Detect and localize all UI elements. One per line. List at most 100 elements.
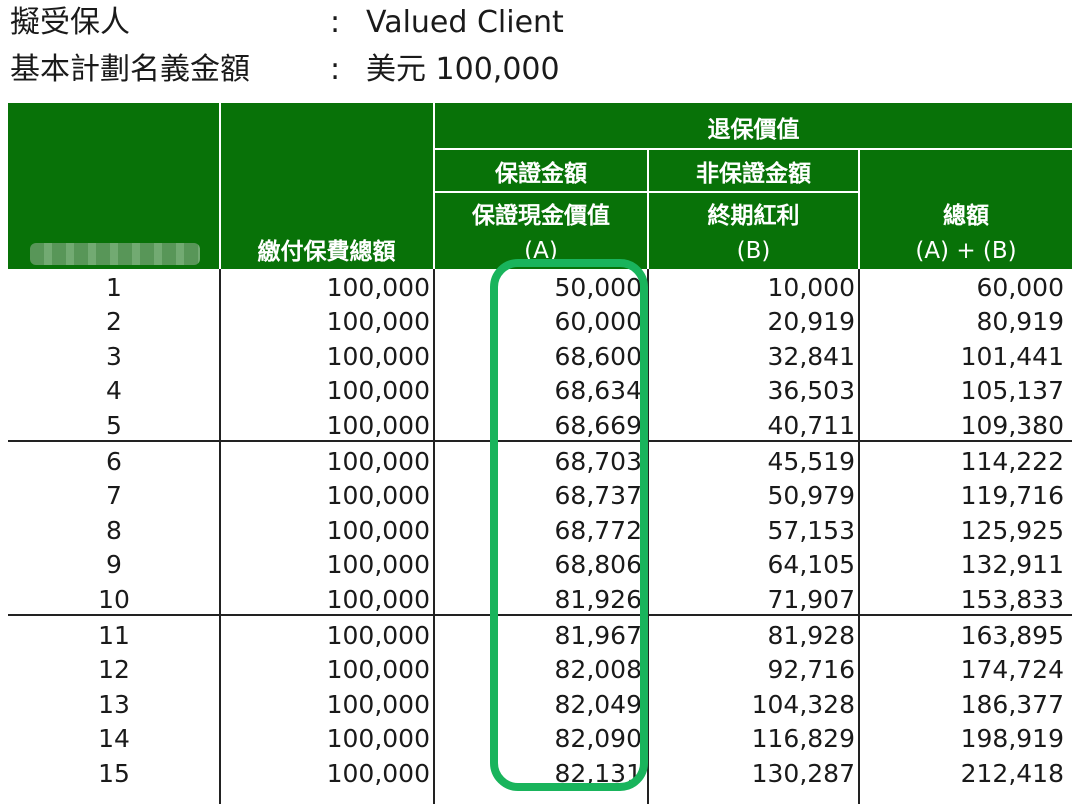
total-value-cell: 105,137: [960, 376, 1064, 406]
guaranteed-cash-value-cell: 68,772: [554, 515, 642, 545]
terminal-bonus-cell: 57,153: [767, 515, 855, 545]
table-header: [8, 103, 1072, 269]
guaranteed-cash-value-cell: 68,703: [554, 447, 642, 476]
insured-row: 擬受保人 : Valued Client: [10, 4, 564, 42]
total-premium-cell: 100,000: [326, 655, 430, 685]
total-premium-cell: 100,000: [326, 584, 430, 614]
terminal-bonus-cell: 40,711: [767, 410, 855, 440]
guaranteed-cash-value-cell: 82,008: [554, 655, 642, 685]
total-value-cell: 132,911: [960, 550, 1064, 580]
policy-year-cell: 15: [98, 758, 130, 788]
guaranteed-cash-value-cell: 68,634: [554, 376, 642, 406]
total-value-cell: 114,222: [960, 447, 1064, 476]
guaranteed-cash-value-cell: 68,600: [554, 341, 642, 371]
guaranteed-cash-value-cell: 60,000: [554, 307, 642, 337]
terminal-bonus-cell: 10,000: [767, 273, 855, 302]
guaranteed-cash-value-cell: 82,090: [554, 724, 642, 754]
total-premium-cell: 100,000: [326, 410, 430, 440]
policy-year-cell: 7: [106, 481, 122, 511]
total-value-cell: 163,895: [960, 621, 1064, 650]
total-value-cell: 125,925: [960, 515, 1064, 545]
insured-separator: :: [330, 5, 341, 40]
terminal-bonus-cell: 20,919: [767, 307, 855, 337]
terminal-bonus-cell: 71,907: [767, 584, 855, 614]
terminal-bonus-cell: 32,841: [767, 341, 855, 371]
col-total-title: 總額: [943, 203, 989, 229]
total-premium-cell: 100,000: [326, 273, 430, 302]
total-value-cell: 60,000: [976, 273, 1064, 302]
total-premium-cell: 100,000: [326, 481, 430, 511]
col-b-title: 終期紅利: [707, 203, 800, 229]
amount-separator: :: [330, 52, 341, 87]
policy-year-cell: 11: [98, 621, 130, 650]
total-premium-cell: 100,000: [326, 689, 430, 719]
guaranteed-cash-value-cell: 81,967: [554, 621, 642, 650]
table-row: 10 100,000 81,926 71,907 153,833: [8, 583, 1072, 617]
surrender-value-table: 繳付保費總額 退保價值 保證金額 非保證金額 保證現金價值 (A) 終期紅利 (…: [8, 103, 1072, 804]
non-guaranteed-amount-header: 非保證金額: [696, 161, 811, 187]
total-value-cell: 119,716: [960, 481, 1064, 511]
table-row: 5 100,000 68,669 40,711 109,380: [8, 409, 1072, 443]
total-value-cell: 186,377: [960, 689, 1064, 719]
total-premium-cell: 100,000: [326, 550, 430, 580]
terminal-bonus-cell: 50,979: [767, 481, 855, 511]
total-premium-cell: 100,000: [326, 515, 430, 545]
table-row: 4 100,000 68,634 36,503 105,137: [8, 374, 1072, 408]
total-value-cell: 212,418: [960, 758, 1064, 788]
guaranteed-cash-value-cell: 82,131: [554, 758, 642, 788]
total-value-cell: 109,380: [960, 410, 1064, 440]
insured-label: 擬受保人: [10, 5, 130, 40]
table-row: 7 100,000 68,737 50,979 119,716: [8, 479, 1072, 513]
total-premium-cell: 100,000: [326, 724, 430, 754]
policy-year-cell: 13: [98, 689, 130, 719]
table-row: 3 100,000 68,600 32,841 101,441: [8, 340, 1072, 374]
table-row: 15 100,000 82,131 130,287 212,418: [8, 757, 1072, 791]
guaranteed-cash-value-cell: 68,806: [554, 550, 642, 580]
guaranteed-cash-value-cell: 68,669: [554, 410, 642, 440]
table-row: 6 100,000 68,703 45,519 114,222: [8, 445, 1072, 479]
surrender-value-group-header: 退保價值: [707, 117, 800, 143]
policy-year-cell: 9: [106, 550, 122, 580]
col-a-title: 保證現金價值: [472, 203, 610, 229]
terminal-bonus-cell: 64,105: [767, 550, 855, 580]
total-premium-cell: 100,000: [326, 447, 430, 476]
col-premium-header: 繳付保費總額: [257, 239, 396, 265]
amount-value: 美元 100,000: [366, 52, 560, 87]
total-value-cell: 198,919: [960, 724, 1064, 754]
col-b-tag: (B): [736, 238, 771, 264]
policy-year-cell: 1: [106, 273, 122, 302]
terminal-bonus-cell: 130,287: [751, 758, 855, 788]
terminal-bonus-cell: 104,328: [751, 689, 855, 719]
total-premium-cell: 100,000: [326, 307, 430, 337]
total-premium-cell: 100,000: [326, 621, 430, 650]
policy-year-cell: 5: [106, 410, 122, 440]
policy-year-cell: 6: [106, 447, 122, 476]
total-value-cell: 80,919: [976, 307, 1064, 337]
amount-label: 基本計劃名義金額: [10, 52, 250, 87]
policy-year-cell: 14: [98, 724, 130, 754]
guaranteed-cash-value-cell: 82,049: [554, 689, 642, 719]
total-value-cell: 153,833: [960, 584, 1064, 614]
table-row: 14 100,000 82,090 116,829 198,919: [8, 722, 1072, 756]
table-row: 8 100,000 68,772 57,153 125,925: [8, 514, 1072, 548]
table-row: 13 100,000 82,049 104,328 186,377: [8, 688, 1072, 722]
guaranteed-cash-value-cell: 81,926: [554, 584, 642, 614]
policy-year-cell: 2: [106, 307, 122, 337]
table-row: 2 100,000 60,000 20,919 80,919: [8, 305, 1072, 339]
total-premium-cell: 100,000: [326, 758, 430, 788]
total-value-cell: 101,441: [960, 341, 1064, 371]
terminal-bonus-cell: 45,519: [767, 447, 855, 476]
total-premium-cell: 100,000: [326, 341, 430, 371]
guaranteed-cash-value-cell: 68,737: [554, 481, 642, 511]
table-row: 9 100,000 68,806 64,105 132,911: [8, 548, 1072, 582]
total-value-cell: 174,724: [960, 655, 1064, 685]
col-total-tag: (A) + (B): [915, 238, 1017, 264]
terminal-bonus-cell: 36,503: [767, 376, 855, 406]
terminal-bonus-cell: 81,928: [767, 621, 855, 650]
policy-year-cell: 8: [106, 515, 122, 545]
policy-year-cell: 10: [98, 584, 130, 614]
table-row: 1 100,000 50,000 10,000 60,000: [8, 271, 1072, 305]
year-label-obscured: [30, 243, 200, 265]
policy-year-cell: 4: [106, 376, 122, 406]
amount-row: 基本計劃名義金額 : 美元 100,000: [10, 51, 560, 89]
